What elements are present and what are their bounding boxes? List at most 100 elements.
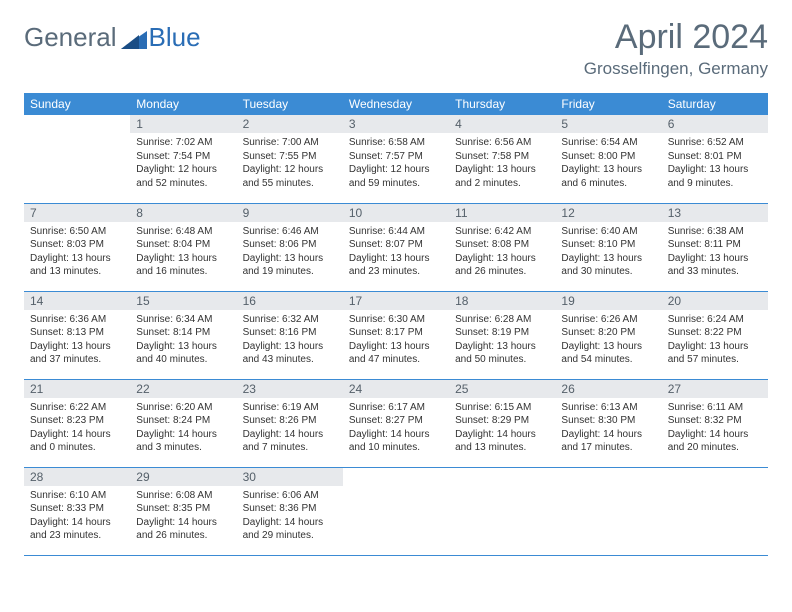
- day-details: Sunrise: 7:00 AMSunset: 7:55 PMDaylight:…: [237, 133, 343, 194]
- logo-text-2: Blue: [149, 22, 201, 53]
- day-number: 14: [24, 292, 130, 310]
- calendar-week-row: 14Sunrise: 6:36 AMSunset: 8:13 PMDayligh…: [24, 291, 768, 379]
- day-number: 8: [130, 204, 236, 222]
- weekday-header: Tuesday: [237, 93, 343, 115]
- calendar-day-cell: [24, 115, 130, 203]
- day-details: Sunrise: 6:48 AMSunset: 8:04 PMDaylight:…: [130, 222, 236, 283]
- day-number: 23: [237, 380, 343, 398]
- day-number: [662, 468, 768, 486]
- calendar-day-cell: 19Sunrise: 6:26 AMSunset: 8:20 PMDayligh…: [555, 291, 661, 379]
- day-details: Sunrise: 6:56 AMSunset: 7:58 PMDaylight:…: [449, 133, 555, 194]
- day-number: 1: [130, 115, 236, 133]
- calendar-day-cell: 3Sunrise: 6:58 AMSunset: 7:57 PMDaylight…: [343, 115, 449, 203]
- logo-text-1: General: [24, 22, 117, 53]
- calendar-day-cell: 9Sunrise: 6:46 AMSunset: 8:06 PMDaylight…: [237, 203, 343, 291]
- day-details: Sunrise: 6:32 AMSunset: 8:16 PMDaylight:…: [237, 310, 343, 371]
- calendar-day-cell: 1Sunrise: 7:02 AMSunset: 7:54 PMDaylight…: [130, 115, 236, 203]
- day-details: Sunrise: 6:54 AMSunset: 8:00 PMDaylight:…: [555, 133, 661, 194]
- day-number: 7: [24, 204, 130, 222]
- day-number: [343, 468, 449, 486]
- calendar-day-cell: 5Sunrise: 6:54 AMSunset: 8:00 PMDaylight…: [555, 115, 661, 203]
- day-number: 4: [449, 115, 555, 133]
- day-details: Sunrise: 6:50 AMSunset: 8:03 PMDaylight:…: [24, 222, 130, 283]
- day-number: 24: [343, 380, 449, 398]
- calendar-day-cell: 18Sunrise: 6:28 AMSunset: 8:19 PMDayligh…: [449, 291, 555, 379]
- weekday-header: Monday: [130, 93, 236, 115]
- calendar-day-cell: 16Sunrise: 6:32 AMSunset: 8:16 PMDayligh…: [237, 291, 343, 379]
- day-number: 9: [237, 204, 343, 222]
- day-number: 17: [343, 292, 449, 310]
- day-details: Sunrise: 6:42 AMSunset: 8:08 PMDaylight:…: [449, 222, 555, 283]
- calendar-day-cell: 30Sunrise: 6:06 AMSunset: 8:36 PMDayligh…: [237, 467, 343, 555]
- day-number: 12: [555, 204, 661, 222]
- weekday-header: Thursday: [449, 93, 555, 115]
- calendar-day-cell: 24Sunrise: 6:17 AMSunset: 8:27 PMDayligh…: [343, 379, 449, 467]
- calendar-week-row: 1Sunrise: 7:02 AMSunset: 7:54 PMDaylight…: [24, 115, 768, 203]
- calendar-day-cell: [555, 467, 661, 555]
- calendar-day-cell: 11Sunrise: 6:42 AMSunset: 8:08 PMDayligh…: [449, 203, 555, 291]
- day-number: 11: [449, 204, 555, 222]
- calendar-table: Sunday Monday Tuesday Wednesday Thursday…: [24, 93, 768, 556]
- calendar-day-cell: 25Sunrise: 6:15 AMSunset: 8:29 PMDayligh…: [449, 379, 555, 467]
- day-number: 10: [343, 204, 449, 222]
- calendar-body: 1Sunrise: 7:02 AMSunset: 7:54 PMDaylight…: [24, 115, 768, 555]
- day-details: Sunrise: 6:40 AMSunset: 8:10 PMDaylight:…: [555, 222, 661, 283]
- calendar-day-cell: 23Sunrise: 6:19 AMSunset: 8:26 PMDayligh…: [237, 379, 343, 467]
- day-number: 26: [555, 380, 661, 398]
- calendar-day-cell: 13Sunrise: 6:38 AMSunset: 8:11 PMDayligh…: [662, 203, 768, 291]
- calendar-day-cell: [449, 467, 555, 555]
- weekday-header: Friday: [555, 93, 661, 115]
- calendar-day-cell: 29Sunrise: 6:08 AMSunset: 8:35 PMDayligh…: [130, 467, 236, 555]
- weekday-header-row: Sunday Monday Tuesday Wednesday Thursday…: [24, 93, 768, 115]
- day-number: 2: [237, 115, 343, 133]
- day-number: 21: [24, 380, 130, 398]
- header: General Blue April 2024 Grosselfingen, G…: [24, 18, 768, 79]
- weekday-header: Saturday: [662, 93, 768, 115]
- day-number: [449, 468, 555, 486]
- day-details: Sunrise: 6:08 AMSunset: 8:35 PMDaylight:…: [130, 486, 236, 547]
- calendar-day-cell: 22Sunrise: 6:20 AMSunset: 8:24 PMDayligh…: [130, 379, 236, 467]
- day-details: Sunrise: 6:30 AMSunset: 8:17 PMDaylight:…: [343, 310, 449, 371]
- day-number: 20: [662, 292, 768, 310]
- day-details: Sunrise: 6:19 AMSunset: 8:26 PMDaylight:…: [237, 398, 343, 459]
- day-number: 5: [555, 115, 661, 133]
- calendar-day-cell: 17Sunrise: 6:30 AMSunset: 8:17 PMDayligh…: [343, 291, 449, 379]
- calendar-day-cell: 15Sunrise: 6:34 AMSunset: 8:14 PMDayligh…: [130, 291, 236, 379]
- day-details: Sunrise: 6:58 AMSunset: 7:57 PMDaylight:…: [343, 133, 449, 194]
- logo: General Blue: [24, 18, 201, 53]
- day-number: 29: [130, 468, 236, 486]
- day-details: Sunrise: 6:38 AMSunset: 8:11 PMDaylight:…: [662, 222, 768, 283]
- calendar-day-cell: 21Sunrise: 6:22 AMSunset: 8:23 PMDayligh…: [24, 379, 130, 467]
- day-number: 15: [130, 292, 236, 310]
- calendar-week-row: 21Sunrise: 6:22 AMSunset: 8:23 PMDayligh…: [24, 379, 768, 467]
- calendar-day-cell: [343, 467, 449, 555]
- day-details: Sunrise: 6:26 AMSunset: 8:20 PMDaylight:…: [555, 310, 661, 371]
- day-details: Sunrise: 6:36 AMSunset: 8:13 PMDaylight:…: [24, 310, 130, 371]
- day-number: 18: [449, 292, 555, 310]
- day-details: Sunrise: 7:02 AMSunset: 7:54 PMDaylight:…: [130, 133, 236, 194]
- day-number: [555, 468, 661, 486]
- day-details: Sunrise: 6:44 AMSunset: 8:07 PMDaylight:…: [343, 222, 449, 283]
- day-number: 13: [662, 204, 768, 222]
- day-details: Sunrise: 6:06 AMSunset: 8:36 PMDaylight:…: [237, 486, 343, 547]
- calendar-day-cell: 2Sunrise: 7:00 AMSunset: 7:55 PMDaylight…: [237, 115, 343, 203]
- day-details: Sunrise: 6:24 AMSunset: 8:22 PMDaylight:…: [662, 310, 768, 371]
- day-number: 27: [662, 380, 768, 398]
- day-details: Sunrise: 6:15 AMSunset: 8:29 PMDaylight:…: [449, 398, 555, 459]
- day-number: 30: [237, 468, 343, 486]
- calendar-day-cell: 28Sunrise: 6:10 AMSunset: 8:33 PMDayligh…: [24, 467, 130, 555]
- day-details: Sunrise: 6:28 AMSunset: 8:19 PMDaylight:…: [449, 310, 555, 371]
- calendar-day-cell: 27Sunrise: 6:11 AMSunset: 8:32 PMDayligh…: [662, 379, 768, 467]
- day-details: Sunrise: 6:46 AMSunset: 8:06 PMDaylight:…: [237, 222, 343, 283]
- day-details: Sunrise: 6:22 AMSunset: 8:23 PMDaylight:…: [24, 398, 130, 459]
- day-details: Sunrise: 6:10 AMSunset: 8:33 PMDaylight:…: [24, 486, 130, 547]
- calendar-day-cell: 8Sunrise: 6:48 AMSunset: 8:04 PMDaylight…: [130, 203, 236, 291]
- day-number: 6: [662, 115, 768, 133]
- day-number: 16: [237, 292, 343, 310]
- day-details: Sunrise: 6:20 AMSunset: 8:24 PMDaylight:…: [130, 398, 236, 459]
- calendar-day-cell: [662, 467, 768, 555]
- day-number: 19: [555, 292, 661, 310]
- location: Grosselfingen, Germany: [584, 59, 768, 79]
- day-number: 28: [24, 468, 130, 486]
- title-block: April 2024 Grosselfingen, Germany: [584, 18, 768, 79]
